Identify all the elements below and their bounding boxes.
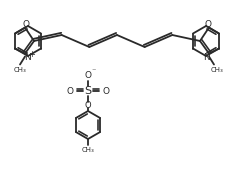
Text: CH₃: CH₃	[14, 66, 26, 73]
Text: N: N	[204, 53, 210, 62]
Text: S: S	[84, 86, 91, 96]
Text: O: O	[85, 100, 91, 109]
Text: N: N	[24, 53, 30, 62]
Text: O: O	[84, 70, 91, 79]
Text: CH₃: CH₃	[82, 147, 94, 153]
Text: ⁻: ⁻	[91, 66, 96, 75]
Text: +: +	[29, 50, 35, 59]
Text: O: O	[205, 20, 212, 29]
Text: O: O	[102, 87, 110, 96]
Text: O: O	[66, 87, 73, 96]
Text: CH₃: CH₃	[211, 66, 223, 73]
Text: O: O	[22, 20, 29, 29]
